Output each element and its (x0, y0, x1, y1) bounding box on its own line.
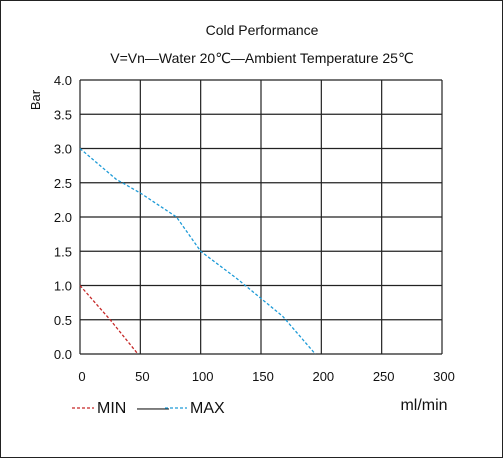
x-tick-label-5: 250 (373, 369, 395, 384)
x-tick-label-2: 100 (192, 369, 214, 384)
legend-max-label: MAX (190, 400, 225, 417)
y-tick-label-3: 1.5 (54, 244, 72, 259)
y-tick-label-4: 2.0 (54, 210, 72, 225)
legend-separator: —— (137, 400, 169, 417)
x-tick-label-1: 50 (135, 369, 149, 384)
y-tick-label-7: 3.5 (54, 107, 72, 122)
y-tick-label-0: 0.0 (54, 347, 72, 362)
series-line-min (79, 285, 139, 355)
chart-title: Cold Performance (206, 22, 319, 38)
y-tick-label-5: 2.5 (54, 176, 72, 191)
y-axis-label: Bar (28, 89, 43, 110)
y-tick-label-6: 3.0 (54, 142, 72, 157)
x-tick-label-0: 0 (78, 369, 85, 384)
x-tick-label-3: 150 (252, 369, 274, 384)
y-tick-labels: 0.0 0.5 1.0 1.5 2.0 2.5 3.0 3.5 4.0 (54, 73, 72, 362)
series-line-max (79, 148, 316, 355)
y-tick-label-8: 4.0 (54, 73, 72, 88)
legend: MIN —— MAX (72, 400, 225, 417)
chart-subtitle: V=Vn—Water 20℃—Ambient Temperature 25℃ (110, 50, 413, 66)
x-tick-label-4: 200 (312, 369, 334, 384)
x-axis-label: ml/min (400, 397, 447, 414)
grid-lines (79, 79, 443, 355)
series-lines (79, 148, 316, 355)
y-tick-label-1: 0.5 (54, 313, 72, 328)
legend-min-label: MIN (97, 400, 126, 417)
x-tick-label-6: 300 (433, 369, 455, 384)
y-tick-label-2: 1.0 (54, 279, 72, 294)
x-tick-labels: 0 50 100 150 200 250 300 (78, 369, 454, 384)
